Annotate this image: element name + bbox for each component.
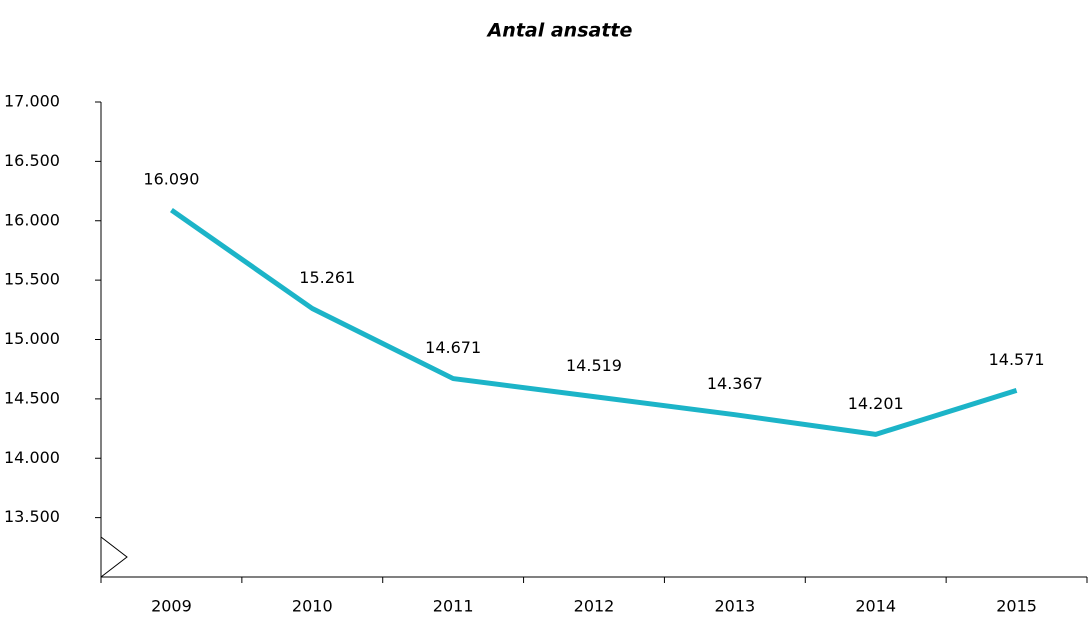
x-tick-label: 2013 — [714, 597, 755, 616]
y-tick-label: 14.500 — [4, 388, 60, 407]
axis-break — [100, 536, 128, 578]
x-tick-label: 2012 — [574, 597, 615, 616]
y-tick-label: 16.500 — [4, 151, 60, 170]
data-line — [169, 208, 1018, 437]
data-label: 14.201 — [848, 394, 904, 413]
y-tick-label: 14.000 — [4, 448, 60, 467]
x-tick-label: 2015 — [996, 597, 1037, 616]
y-tick-label: 15.000 — [4, 329, 60, 348]
x-tick-label: 2009 — [151, 597, 192, 616]
data-label: 14.671 — [425, 338, 481, 357]
x-tick-label: 2010 — [292, 597, 333, 616]
y-tick-label: 15.500 — [4, 270, 60, 289]
data-label: 14.519 — [566, 356, 622, 375]
data-label: 14.367 — [707, 374, 763, 393]
data-label: 16.090 — [143, 170, 199, 189]
y-tick-label: 16.000 — [4, 210, 60, 229]
x-tick-label: 2011 — [433, 597, 474, 616]
y-tick-label: 17.000 — [4, 92, 60, 111]
data-label: 15.261 — [299, 268, 355, 287]
chart-title: Antal ansatte — [486, 20, 633, 42]
y-tick-label: 13.500 — [4, 507, 60, 526]
x-tick-label: 2014 — [855, 597, 896, 616]
data-label: 14.571 — [989, 350, 1045, 369]
